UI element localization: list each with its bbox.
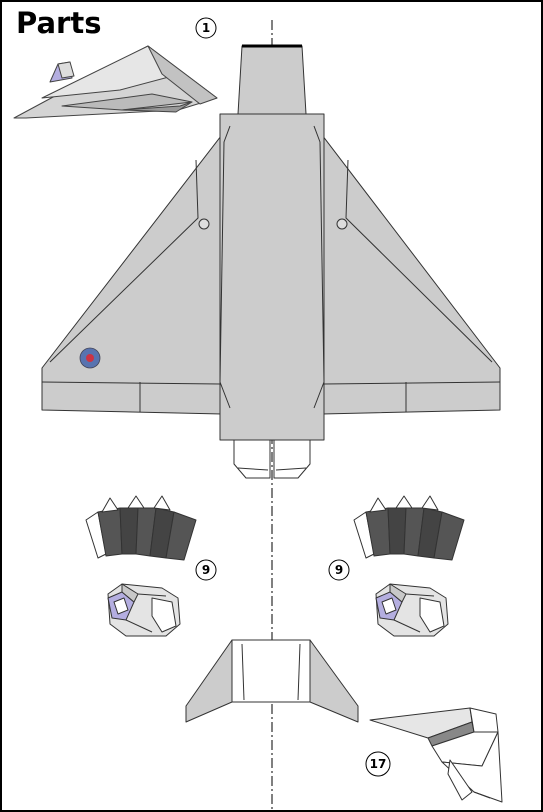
assembled-plane-preview [13, 45, 218, 119]
engine-wrap-part-right [353, 495, 465, 561]
roundel-center [86, 354, 94, 362]
part-number-circle [195, 17, 217, 39]
part-number-label: 17 [370, 757, 387, 771]
lower-fuselage-part [185, 639, 359, 723]
main-wing-fuselage-part [41, 44, 501, 479]
part-number-circle [328, 559, 350, 581]
part-number-label: 1 [202, 21, 210, 35]
engine-nozzle-part-left [107, 583, 181, 637]
canopy-part [369, 707, 503, 803]
part-number-circle [365, 751, 391, 777]
part-number-circle [195, 559, 217, 581]
engine-wrap-part-left [85, 495, 197, 561]
part-number-label: 9 [335, 563, 343, 577]
part-number-label: 9 [202, 563, 210, 577]
sheet-title: Parts [16, 6, 102, 40]
engine-nozzle-part-right [375, 583, 449, 637]
